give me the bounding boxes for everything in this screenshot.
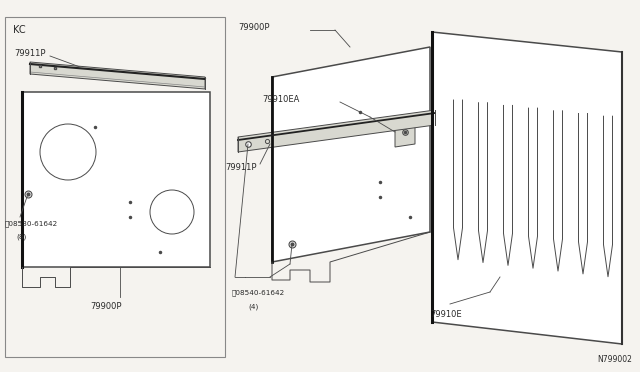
Polygon shape xyxy=(30,62,205,89)
Text: 79900P: 79900P xyxy=(90,302,122,311)
Polygon shape xyxy=(272,47,430,262)
Text: 79900P: 79900P xyxy=(238,23,269,32)
Text: Ⓢ08530-61642: Ⓢ08530-61642 xyxy=(5,220,58,227)
Polygon shape xyxy=(432,32,622,344)
Text: 79910EA: 79910EA xyxy=(262,96,300,105)
Text: KC: KC xyxy=(13,25,26,35)
Polygon shape xyxy=(22,92,210,267)
Polygon shape xyxy=(395,121,415,147)
Text: (8): (8) xyxy=(16,234,26,241)
Bar xyxy=(5,17,225,357)
Polygon shape xyxy=(238,110,435,152)
Text: N799002: N799002 xyxy=(597,355,632,364)
Text: 79911P: 79911P xyxy=(225,164,257,173)
Text: (4): (4) xyxy=(248,303,259,310)
Text: 79910E: 79910E xyxy=(430,310,461,319)
Text: Ⓢ08540-61642: Ⓢ08540-61642 xyxy=(232,289,285,296)
Text: 79911P: 79911P xyxy=(14,48,45,58)
